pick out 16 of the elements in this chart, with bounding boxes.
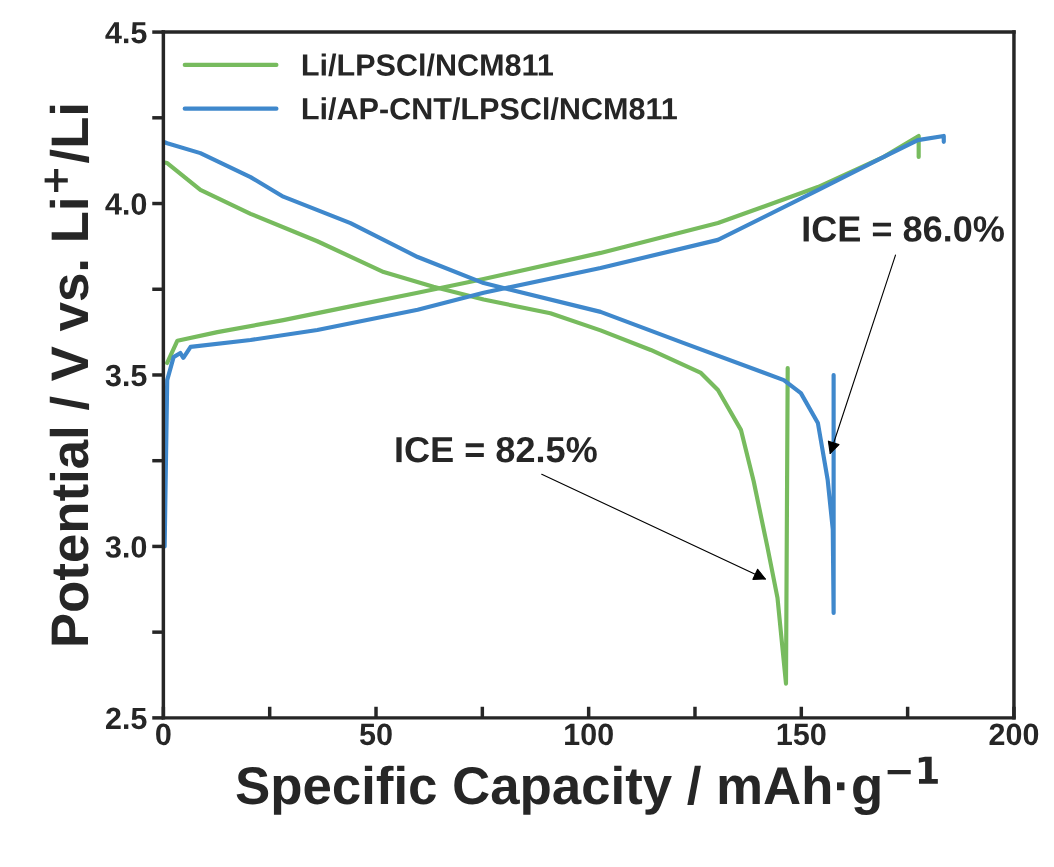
y-tick-label: 4.5 xyxy=(105,22,147,44)
x-tick-label: 100 xyxy=(565,723,613,746)
y-axis-title: Potential / V vs. Li$^{+}$/Li xyxy=(44,105,90,645)
y-tick-label: 4.0 xyxy=(105,193,147,215)
annotation: ICE = 82.5% xyxy=(396,436,597,463)
y-tick-label: 2.5 xyxy=(105,707,147,730)
y-tick-label: 3.0 xyxy=(105,536,147,558)
annotation: ICE = 86.0% xyxy=(803,216,1004,242)
y-tick-label: 3.5 xyxy=(105,364,147,387)
x-tick-label: 50 xyxy=(359,723,392,746)
x-tick-label: 200 xyxy=(989,723,1039,746)
legend-label: Li/AP-CNT/LPSCl/NCM811 xyxy=(302,97,677,120)
x-tick-label: 0 xyxy=(156,723,171,746)
x-tick-label: 150 xyxy=(777,723,826,746)
legend-label: Li/LPSCl/NCM811 xyxy=(302,53,554,77)
x-axis-title: Specific Capacity / mAh·g$^{−1}$ xyxy=(236,756,938,816)
